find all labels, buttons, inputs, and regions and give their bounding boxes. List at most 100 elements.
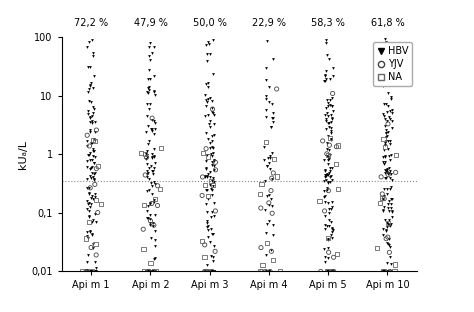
Point [386, 224, 393, 229]
Point [334, 187, 342, 192]
Point [383, 43, 391, 48]
Point [204, 172, 212, 177]
Point [210, 150, 217, 155]
Point [88, 114, 96, 119]
Point [146, 101, 154, 106]
Point [144, 171, 152, 176]
Point [323, 118, 330, 123]
Point [321, 168, 329, 173]
Point [151, 255, 158, 260]
Point [201, 269, 209, 274]
Point [144, 203, 152, 208]
Point [265, 193, 273, 198]
Point [262, 178, 269, 183]
Point [204, 85, 212, 90]
Point [210, 113, 218, 118]
Point [323, 53, 331, 58]
Point [383, 187, 391, 192]
Point [143, 102, 151, 107]
Point [320, 157, 328, 162]
Point [83, 269, 91, 274]
Point [385, 199, 393, 204]
Point [206, 146, 214, 151]
Point [201, 174, 209, 179]
Point [320, 79, 328, 84]
Point [382, 130, 390, 135]
Point [324, 179, 332, 184]
Point [144, 172, 151, 177]
Point [90, 53, 97, 58]
Point [377, 174, 385, 179]
Point [207, 152, 214, 157]
Point [385, 154, 393, 158]
Point [211, 249, 219, 254]
Point [86, 128, 94, 133]
Point [263, 114, 270, 119]
Point [269, 151, 276, 156]
Point [326, 153, 334, 158]
Point [145, 84, 153, 89]
Point [209, 38, 216, 43]
Legend: HBV, YJV, NA: HBV, YJV, NA [374, 42, 412, 86]
Point [91, 269, 99, 274]
Point [204, 197, 212, 202]
Point [143, 154, 151, 159]
Point [324, 134, 332, 139]
Point [208, 187, 216, 192]
Point [328, 236, 336, 241]
Point [209, 175, 217, 180]
Point [267, 124, 274, 129]
Point [144, 148, 151, 153]
Point [83, 269, 91, 274]
Point [382, 227, 390, 232]
Point [382, 170, 389, 175]
Point [85, 153, 93, 158]
Point [381, 269, 388, 274]
Point [207, 214, 215, 219]
Point [270, 57, 277, 62]
Point [333, 162, 340, 167]
Point [211, 208, 219, 213]
Point [323, 185, 331, 190]
Point [380, 187, 388, 192]
Point [266, 85, 273, 90]
Point [325, 210, 332, 215]
Point [91, 182, 99, 187]
Point [209, 146, 217, 151]
Point [381, 82, 389, 87]
Point [90, 74, 98, 79]
Point [201, 255, 209, 260]
Point [257, 245, 265, 250]
Point [143, 152, 151, 157]
Point [89, 232, 96, 237]
Point [146, 269, 154, 274]
Point [212, 167, 219, 172]
Point [382, 159, 389, 164]
Point [90, 111, 97, 116]
Point [326, 76, 334, 81]
Point [380, 136, 387, 141]
Point [203, 152, 211, 157]
Point [146, 261, 154, 266]
Point [328, 229, 336, 234]
Point [86, 84, 94, 89]
Point [269, 115, 276, 120]
Point [333, 144, 340, 149]
Point [203, 51, 211, 56]
Point [83, 260, 91, 265]
Point [201, 114, 209, 119]
Text: 47,9 %: 47,9 % [134, 18, 167, 28]
Point [210, 158, 218, 163]
Point [269, 233, 276, 238]
Point [86, 119, 94, 124]
Point [85, 185, 93, 190]
Point [381, 196, 388, 201]
Point [140, 246, 147, 251]
Point [388, 119, 396, 124]
Point [208, 163, 216, 168]
Point [323, 140, 331, 145]
Point [325, 269, 333, 274]
Point [201, 174, 209, 179]
Point [321, 169, 329, 174]
Point [387, 262, 395, 267]
